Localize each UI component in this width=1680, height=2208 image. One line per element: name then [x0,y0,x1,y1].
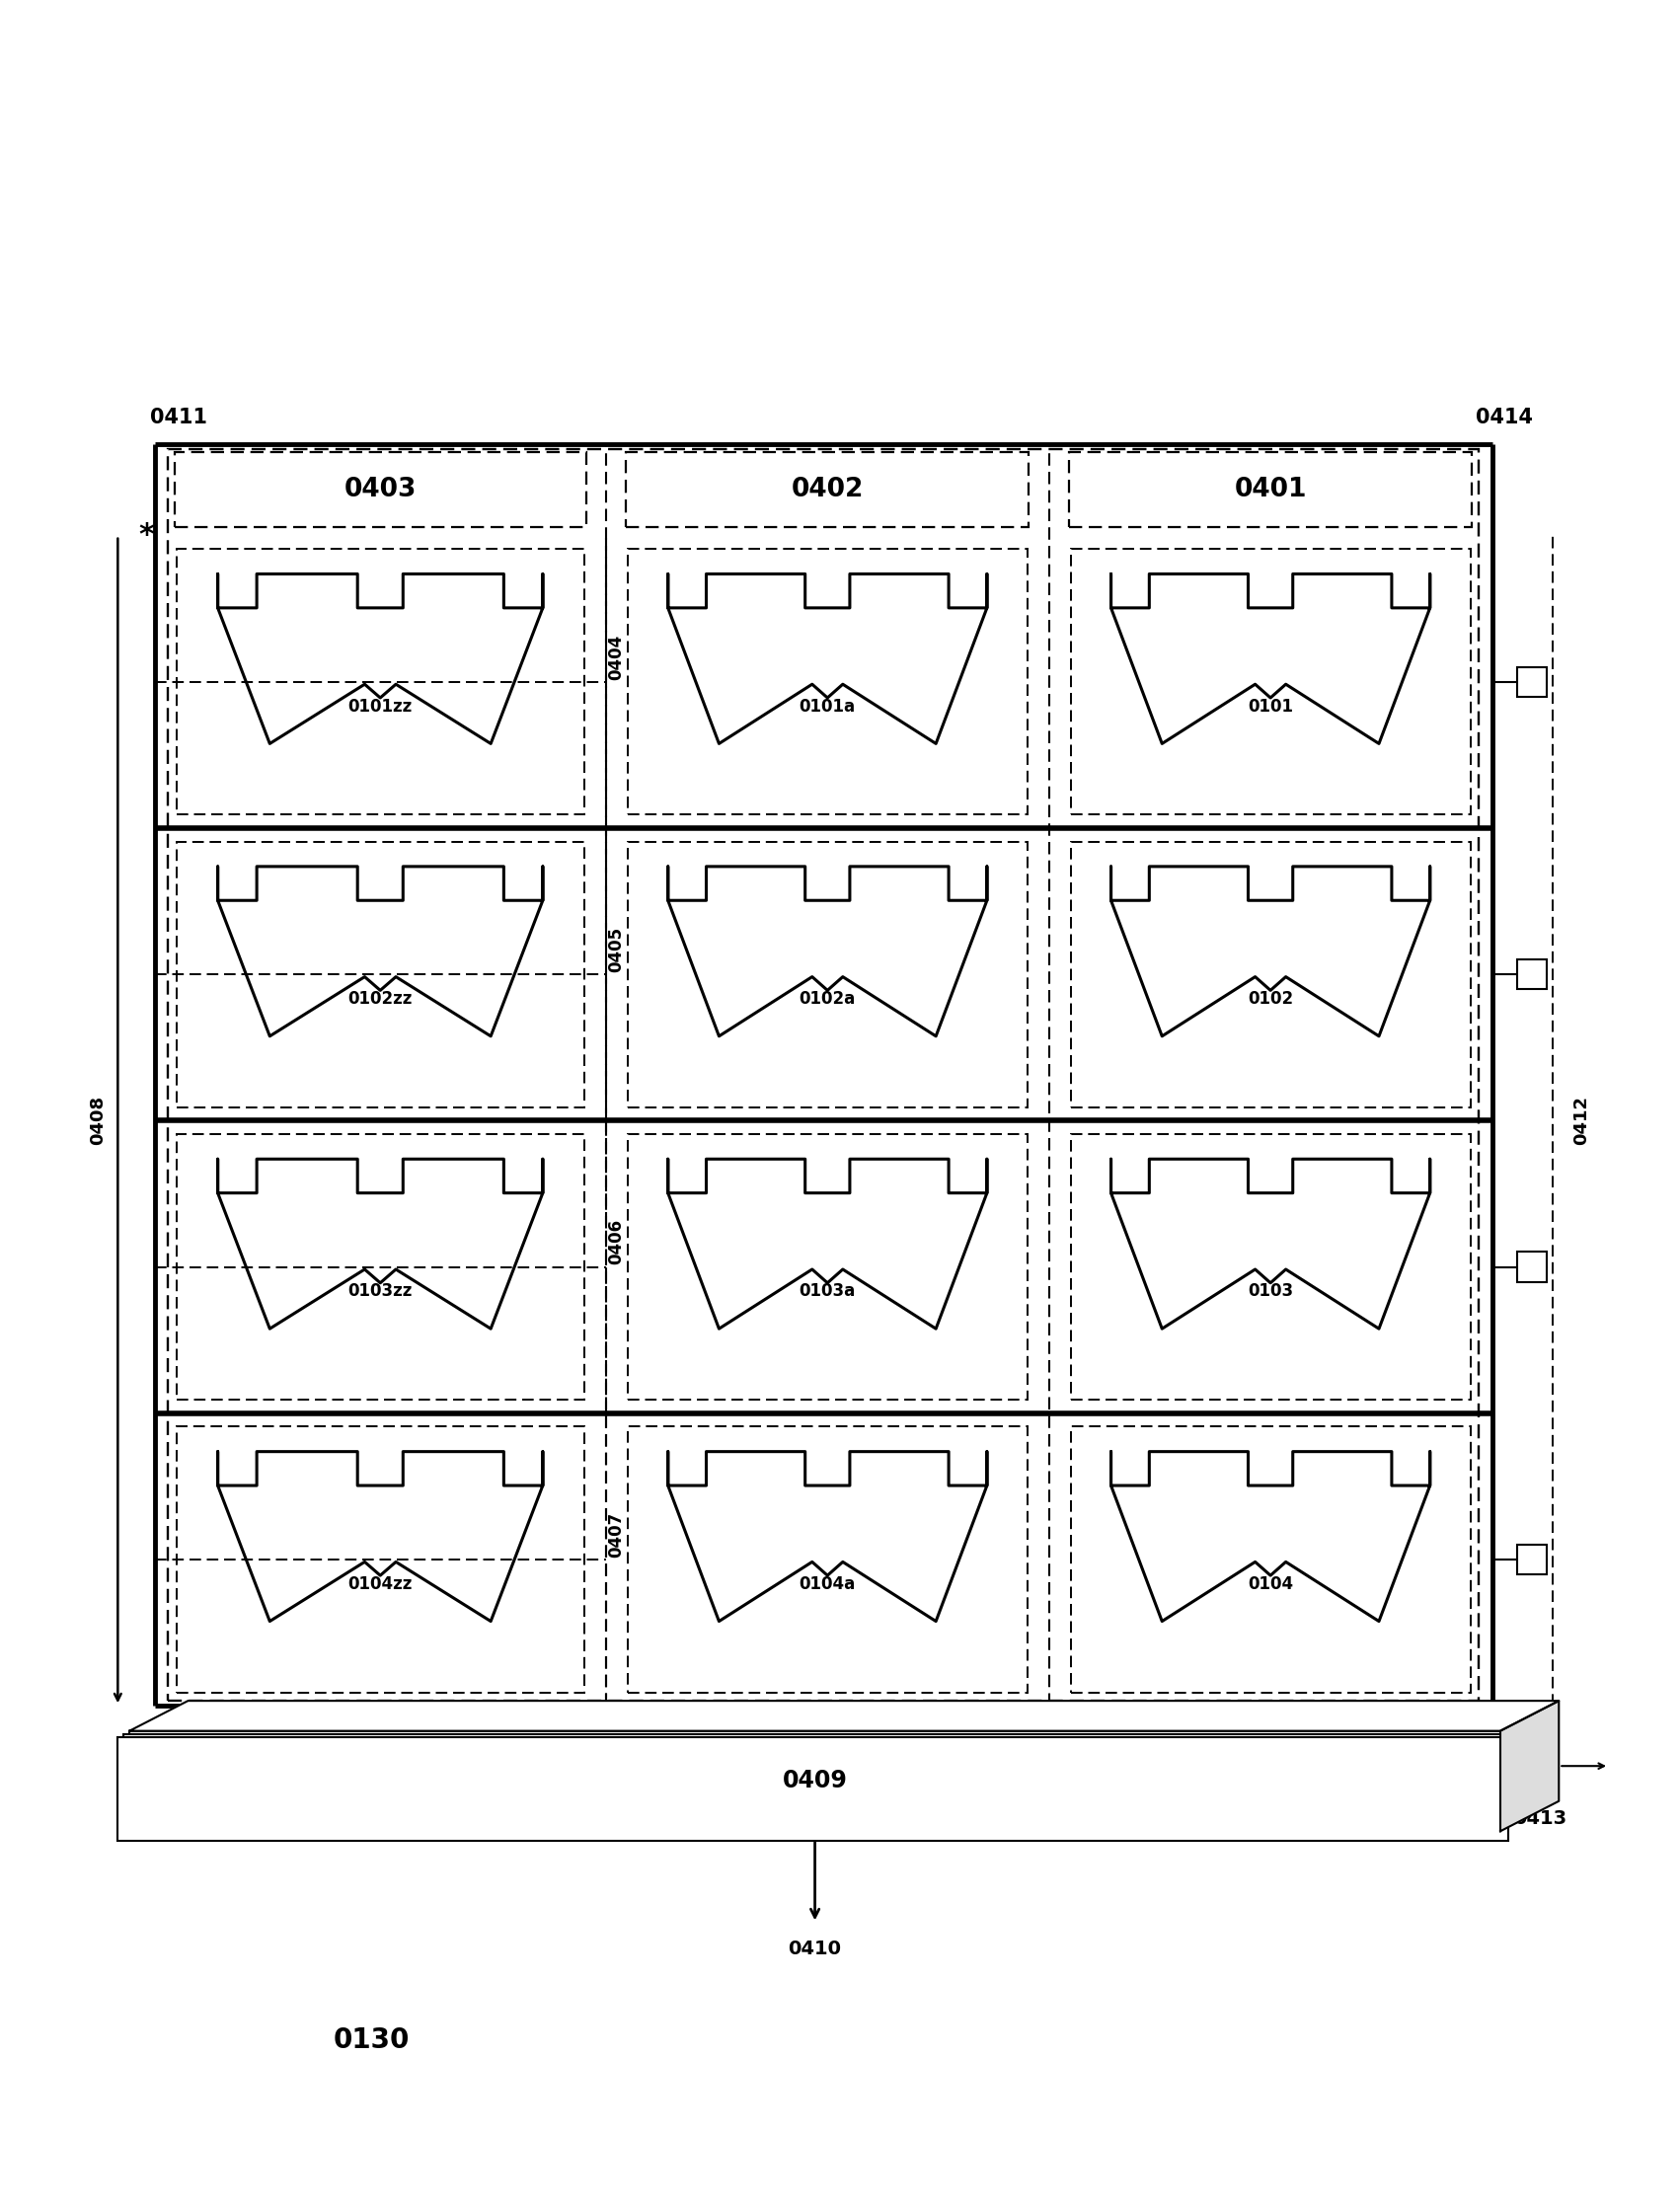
Text: 0130: 0130 [334,2027,410,2053]
Text: 0102a: 0102a [800,989,855,1007]
Text: 0101zz: 0101zz [348,698,413,715]
Bar [628,841,1026,1108]
Text: 0410: 0410 [788,1941,842,1958]
Bar [176,1426,585,1694]
Bar [628,1135,1026,1400]
Text: 0414: 0414 [1475,406,1532,426]
Bar [118,1738,1509,1841]
Bar [1517,667,1547,698]
Text: 0104zz: 0104zz [348,1574,413,1592]
Text: 0401: 0401 [1235,477,1307,503]
Bar [1070,1426,1470,1694]
Bar [1517,960,1547,989]
Text: 0102zz: 0102zz [348,989,413,1007]
Bar [627,453,1028,528]
Text: 0104: 0104 [1248,1574,1294,1592]
Bar [176,841,585,1108]
Bar [168,448,1478,1700]
Text: 0101: 0101 [1248,698,1294,715]
Bar [1070,1135,1470,1400]
Bar [129,1731,1500,1830]
Text: 0408: 0408 [89,1095,106,1146]
Text: 0409: 0409 [783,1769,847,1793]
Bar [1517,1252,1547,1283]
Text: 0402: 0402 [791,477,864,503]
Text: 0102: 0102 [1248,989,1294,1007]
Bar [1068,453,1472,528]
Bar [1517,1543,1547,1574]
Text: 0403: 0403 [344,477,417,503]
Polygon shape [1500,1700,1559,1830]
Text: 0413: 0413 [1514,1811,1567,1828]
Text: 0103: 0103 [1248,1283,1294,1301]
Bar [175,453,586,528]
Bar [628,1426,1026,1694]
Text: 0405: 0405 [606,927,625,972]
Text: 0406: 0406 [606,1219,625,1265]
Bar [628,550,1026,815]
Text: 0101a: 0101a [800,698,855,715]
Text: 0407: 0407 [606,1512,625,1557]
Text: *: * [138,521,155,550]
Bar [1070,550,1470,815]
Bar [1070,841,1470,1108]
Bar [176,550,585,815]
Bar [176,1135,585,1400]
Text: 0404: 0404 [606,634,625,680]
Bar [124,1733,1504,1837]
Polygon shape [129,1700,1559,1731]
Text: 0103a: 0103a [800,1283,855,1301]
Text: 0103zz: 0103zz [348,1283,413,1301]
Text: 0104a: 0104a [800,1574,855,1592]
Text: 0411: 0411 [150,406,207,426]
Text: 0412: 0412 [1572,1095,1589,1146]
